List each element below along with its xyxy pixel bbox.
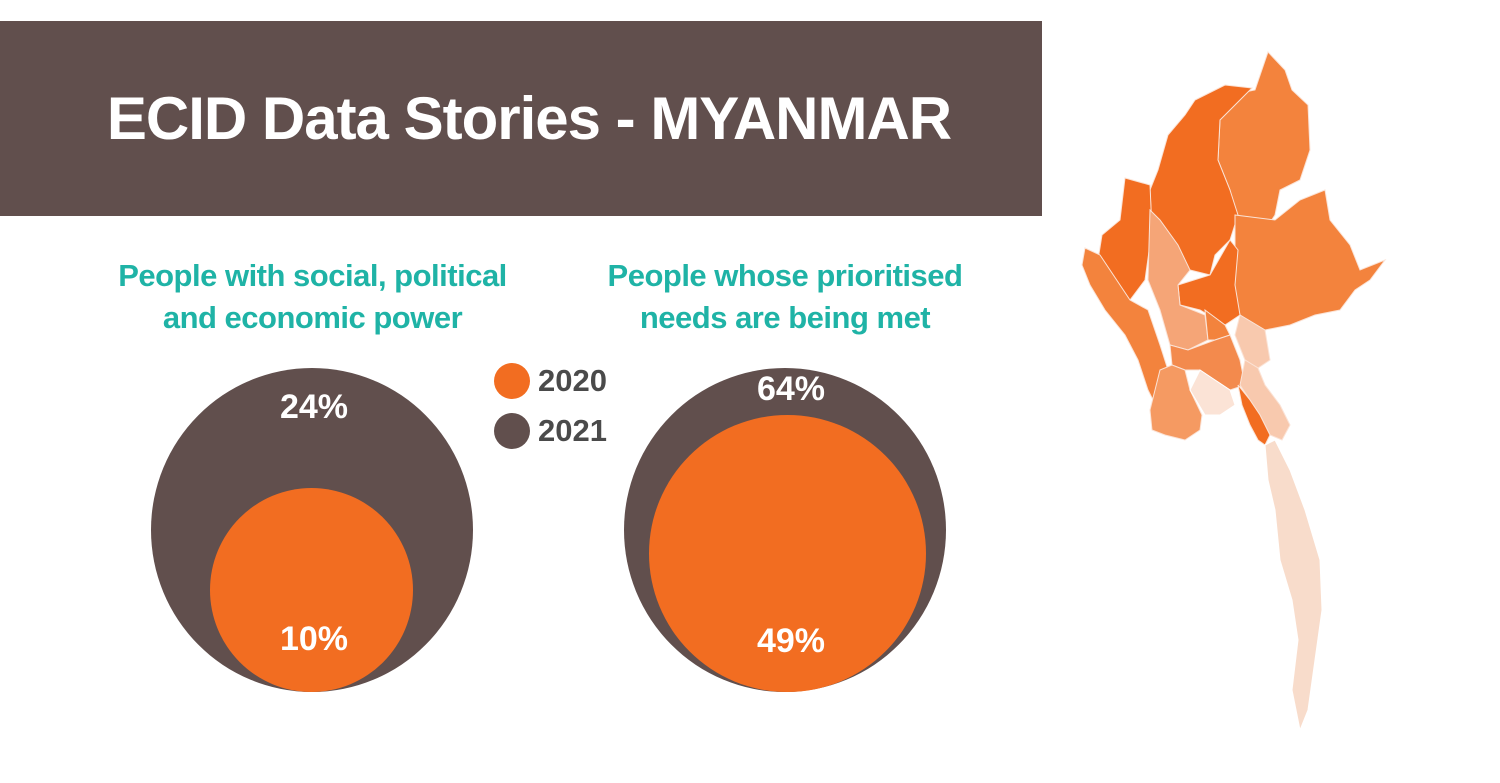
chart-1-value-2020: 10%	[279, 620, 349, 658]
chart-1-value-2021: 24%	[279, 388, 349, 426]
map-region-kayin	[1239, 359, 1291, 441]
chart-2-title-line2: needs are being met	[639, 300, 931, 335]
legend-label-2020: 2020	[538, 363, 607, 398]
map-region-tanintharyi	[1264, 439, 1323, 732]
legend-item-2020: 2020	[494, 363, 607, 399]
legend-dot-2021-icon	[494, 413, 530, 449]
legend-dot-2020-icon	[494, 363, 530, 399]
chart-2-bubble-2020	[649, 415, 926, 692]
map-region-ayeyarwady	[1149, 364, 1203, 441]
chart-2-value-2020: 49%	[756, 622, 826, 660]
page-title: ECID Data Stories - MYANMAR	[106, 85, 952, 152]
chart-1-title-line2: and economic power	[162, 300, 463, 335]
myanmar-map	[1081, 51, 1387, 732]
legend-label-2021: 2021	[538, 413, 607, 448]
chart-1-bubble-2020	[210, 488, 413, 692]
map-region-yangon	[1189, 369, 1236, 416]
legend-item-2021: 2021	[494, 413, 607, 449]
title-banner: ECID Data Stories - MYANMAR	[0, 21, 1042, 216]
chart-2-value-2021: 64%	[756, 370, 826, 408]
map-region-sagaing	[1149, 84, 1254, 276]
chart-1-title: People with social, political and econom…	[80, 255, 545, 339]
chart-2-title-line1: People whose prioritised	[607, 258, 963, 293]
chart-1-title-line1: People with social, political	[118, 258, 507, 293]
chart-2-title: People whose prioritised needs are being…	[555, 255, 1015, 339]
